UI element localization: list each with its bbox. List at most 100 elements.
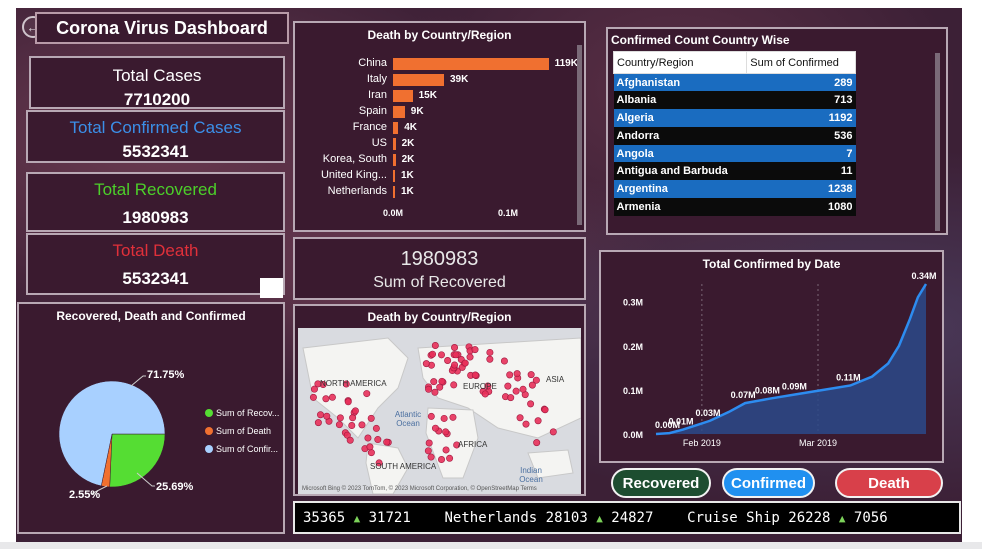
confirmed-cell: 7 — [746, 144, 856, 163]
country-cell: Argentina — [613, 180, 747, 199]
pie-legend: Sum of Recov... Sum of Death Sum of Conf… — [205, 408, 279, 462]
bar[interactable] — [393, 170, 395, 182]
bar[interactable] — [393, 186, 395, 198]
world-map[interactable]: NORTH AMERICA EUROPE ASIA AFRICA SOUTH A… — [298, 328, 581, 494]
map-marker — [314, 380, 322, 388]
bar-value-label: 2K — [401, 154, 415, 165]
legend-death[interactable]: Sum of Death — [205, 426, 279, 436]
map-marker — [344, 398, 352, 406]
table-wrapper: Country/Region Sum of Confirmed Afghanis… — [612, 51, 856, 216]
total-recovered-card: Total Recovered 1980983 — [26, 172, 285, 232]
table-row[interactable]: Andorra 536 — [613, 126, 856, 145]
map-marker — [471, 371, 479, 379]
pie-percent-label: 71.75% — [147, 369, 185, 381]
map-marker — [363, 390, 371, 398]
white-square-marker — [260, 278, 283, 298]
map-marker — [364, 434, 372, 442]
total-confirmed-label: Total Confirmed Cases — [69, 118, 242, 137]
bar-label: Iran — [368, 89, 387, 101]
table-row[interactable]: Angola 7 — [613, 144, 856, 163]
map-marker — [450, 381, 458, 389]
area-fill — [656, 284, 926, 434]
bar-label: United King... — [320, 169, 387, 181]
map-attribution: Microsoft Bing © 2023 TomTom, © 2023 Mic… — [302, 486, 537, 492]
bar[interactable] — [393, 58, 549, 70]
label-asia: ASIA — [546, 375, 565, 384]
area-x-tick: Mar 2019 — [799, 438, 837, 448]
map-marker — [424, 447, 432, 455]
bar-value-label: 1K — [401, 170, 414, 181]
confirmed-cell: 1080 — [746, 198, 856, 216]
table-title: Confirmed Count Country Wise — [611, 33, 790, 47]
confirmed-cell: 1192 — [746, 109, 856, 127]
map-marker — [348, 422, 356, 430]
bar-scrollbar[interactable] — [577, 45, 582, 225]
table-row[interactable]: Afghanistan 289 — [613, 73, 856, 92]
bar[interactable] — [393, 74, 444, 86]
map-marker — [453, 441, 461, 449]
map-marker — [431, 424, 439, 432]
legend-dot-recovered — [205, 409, 213, 417]
table-row[interactable]: Antigua and Barbuda 11 — [613, 162, 856, 181]
bar-chart: China 119K Italy 39K Iran 15K Spain 9K France 4K U… — [295, 23, 584, 230]
area-point-label: 0.09M — [782, 381, 807, 391]
map-marker — [372, 424, 380, 432]
area-y-tick: 0.3M — [623, 298, 643, 308]
label-africa: AFRICA — [458, 440, 488, 449]
total-death-label: Total Death — [112, 241, 199, 260]
label-atlantic: Atlantic Ocean — [394, 410, 422, 428]
total-cases-card: Total Cases 7710200 — [29, 56, 285, 109]
bar[interactable] — [393, 154, 396, 166]
map-marker — [442, 446, 450, 454]
bottom-strip — [0, 542, 982, 549]
legend-confirmed[interactable]: Sum of Confir... — [205, 444, 279, 454]
total-confirmed-card: Total Confirmed Cases 5532341 — [26, 110, 285, 163]
bar[interactable] — [393, 90, 413, 102]
map-marker — [425, 439, 433, 447]
map-marker — [528, 381, 536, 389]
legend-recovered-label: Sum of Recov... — [216, 408, 280, 418]
pie-leader-line — [90, 485, 108, 495]
table-row[interactable]: Algeria 1192 — [613, 109, 856, 127]
bar-label: Spain — [358, 105, 387, 117]
map-marker — [486, 348, 494, 356]
area-x-tick: Feb 2019 — [683, 438, 721, 448]
map-marker — [461, 359, 469, 367]
map-marker — [449, 413, 457, 421]
confirmed-button[interactable]: Confirmed — [722, 468, 815, 498]
table-scrollbar[interactable] — [935, 53, 940, 231]
map-marker — [541, 406, 549, 414]
map-marker — [484, 382, 492, 390]
table-row[interactable]: Albania 713 — [613, 91, 856, 110]
col-country[interactable]: Country/Region — [612, 51, 748, 74]
col-confirmed[interactable]: Sum of Confirmed — [746, 51, 856, 74]
death-button[interactable]: Death — [835, 468, 943, 498]
area-y-tick: 0.1M — [623, 386, 643, 396]
map-marker — [429, 350, 437, 358]
legend-recovered[interactable]: Sum of Recov... — [205, 408, 279, 418]
death-bar-chart-panel: Death by Country/Region China 119K Italy 39… — [293, 21, 586, 232]
legend-confirmed-label: Sum of Confir... — [216, 444, 279, 454]
recovered-button[interactable]: Recovered — [611, 468, 711, 498]
table-row[interactable]: Armenia 1080 — [613, 198, 856, 216]
country-cell: Antigua and Barbuda — [613, 162, 747, 181]
news-ticker: 35365 ▲ 31721 Netherlands 28103 ▲ 24827 … — [293, 501, 961, 534]
map-marker — [309, 393, 317, 401]
bar-label: Netherlands — [327, 185, 387, 197]
map-marker — [367, 414, 375, 422]
bar[interactable] — [393, 122, 399, 134]
map-marker — [452, 351, 460, 359]
bar[interactable] — [393, 106, 405, 118]
map-marker — [512, 387, 520, 395]
bar[interactable] — [393, 138, 396, 150]
land-north-america — [302, 337, 409, 439]
map-marker — [519, 385, 527, 393]
map-marker — [507, 394, 515, 402]
area-point-label: 0.03M — [695, 408, 720, 418]
legend-dot-confirmed — [205, 445, 213, 453]
map-marker — [322, 395, 330, 403]
up-arrow-icon: ▲ — [596, 511, 603, 525]
table-row[interactable]: Argentina 1238 — [613, 180, 856, 199]
pie-chart: 25.69% 2.55% 71.75% — [58, 369, 194, 501]
